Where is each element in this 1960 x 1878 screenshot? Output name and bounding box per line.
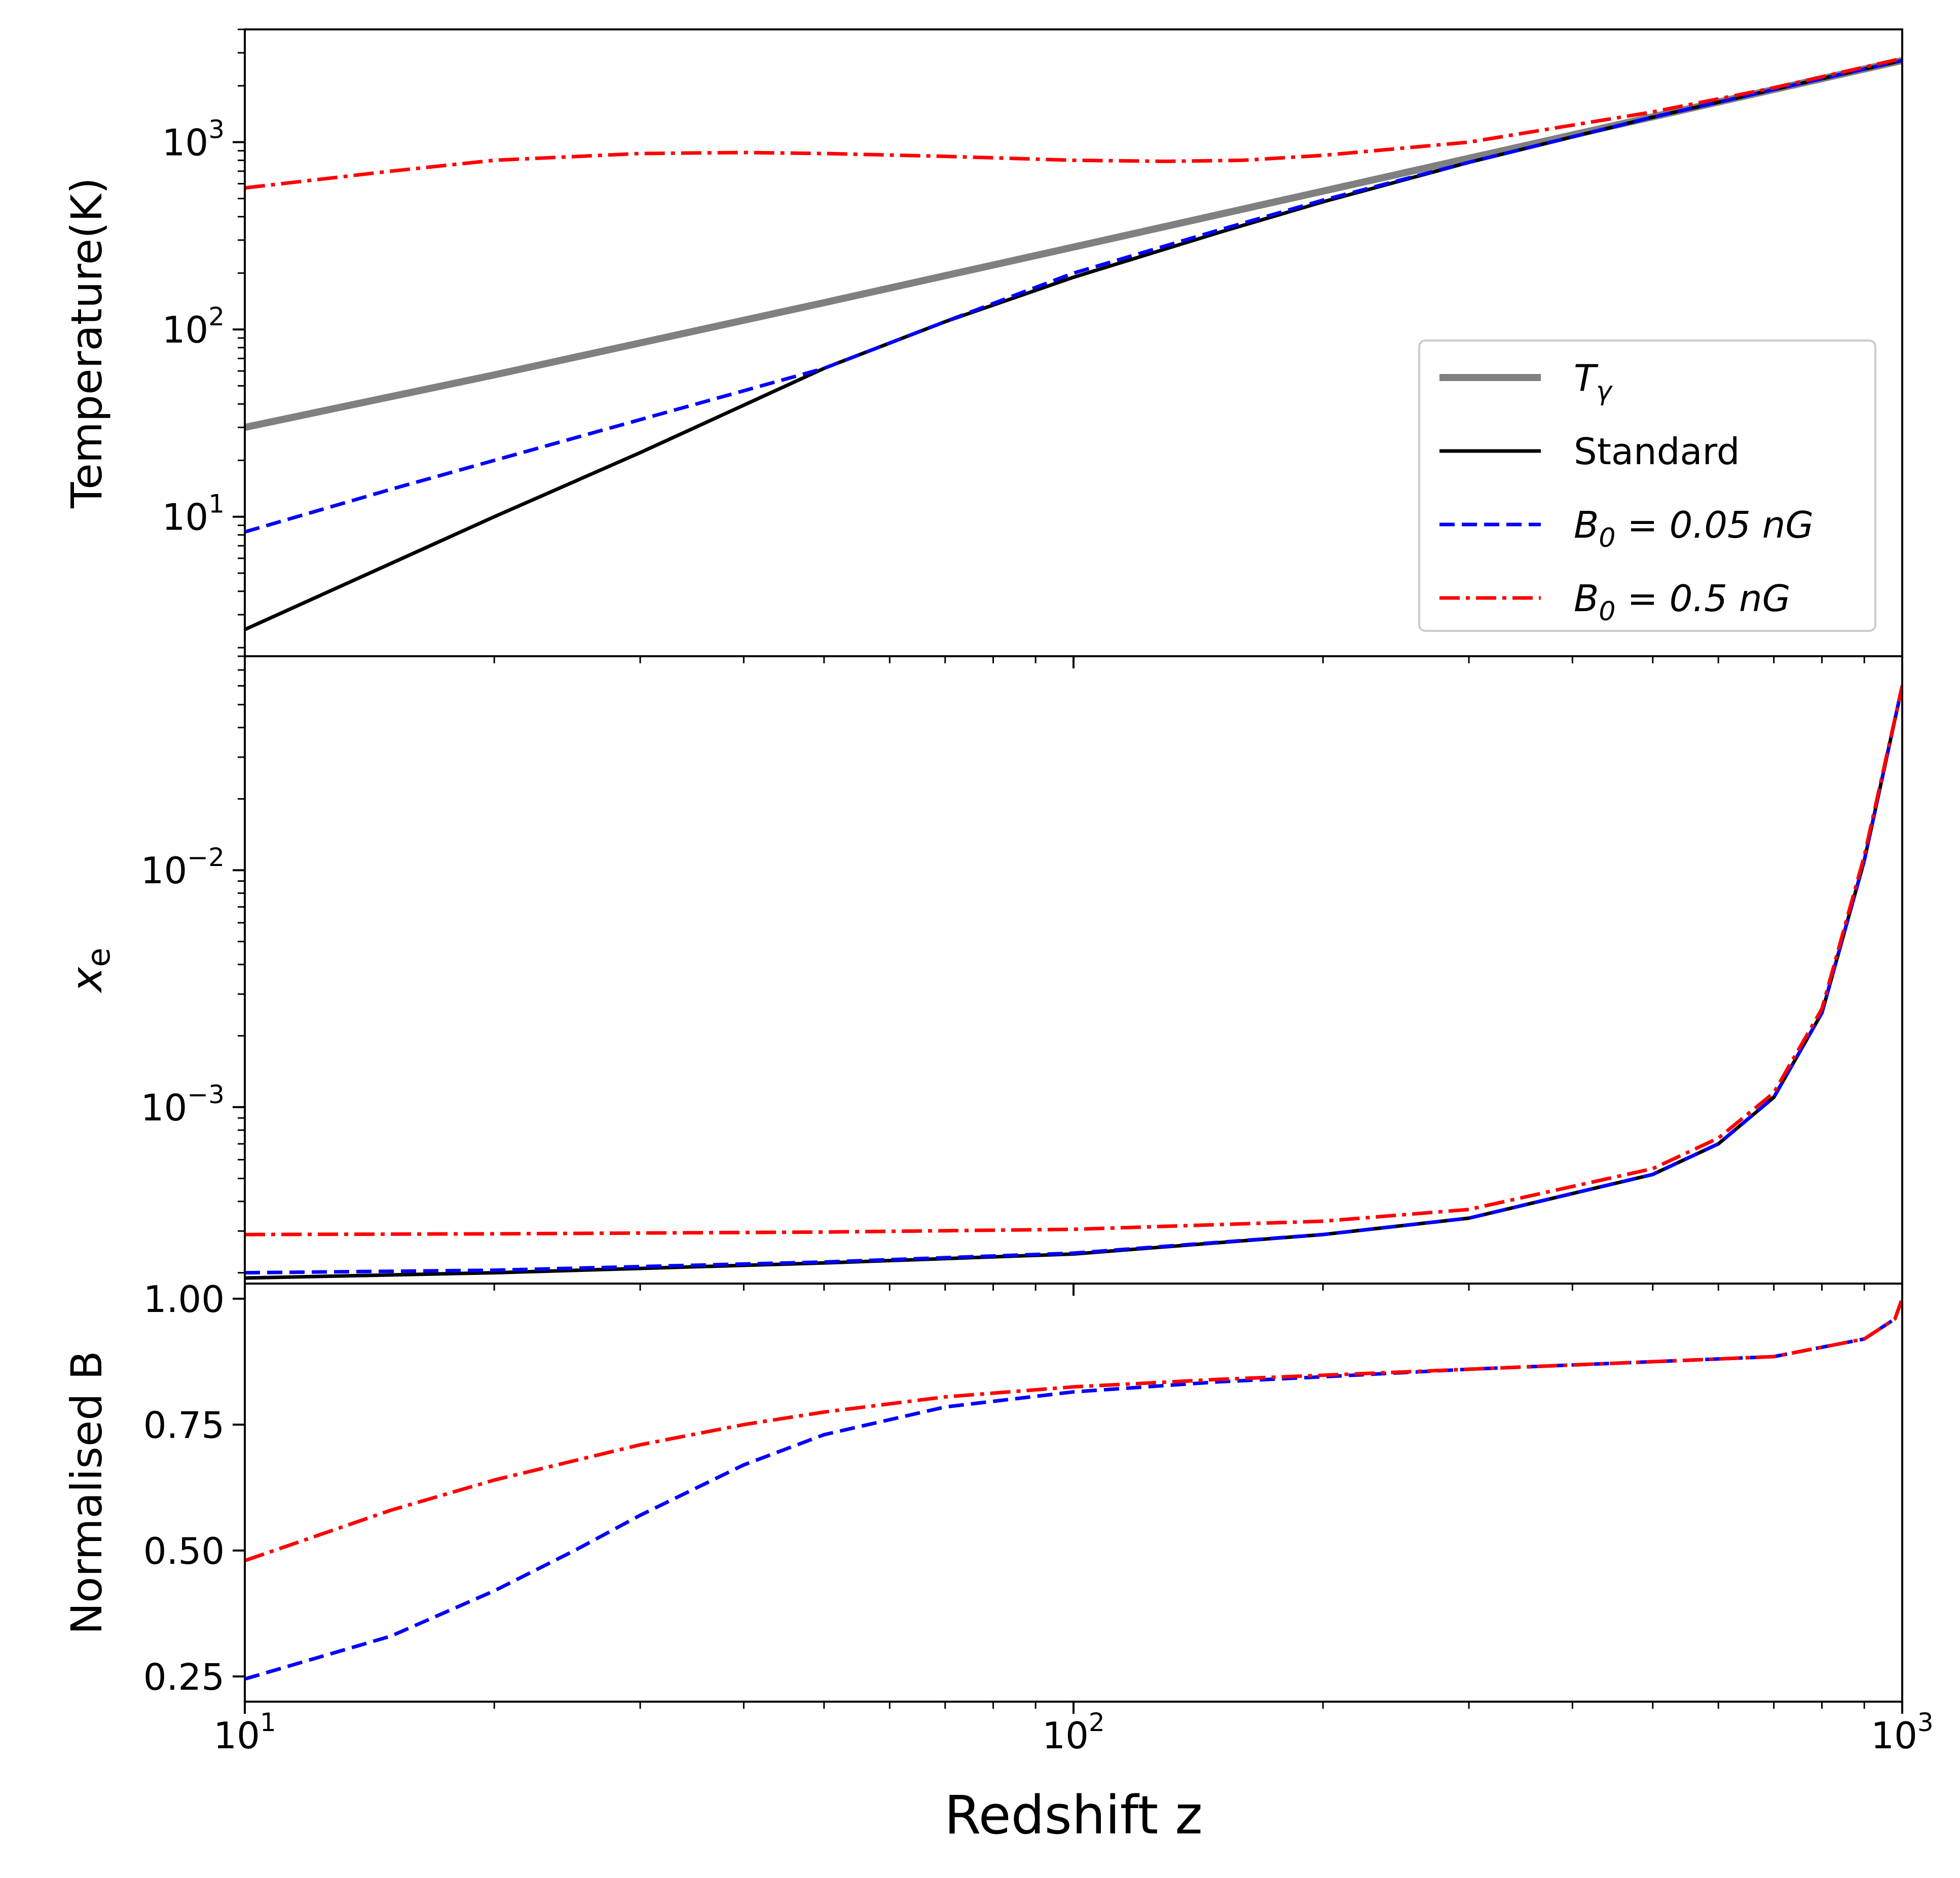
legend-box — [1418, 340, 1876, 632]
x-axis-label: Redshift z — [944, 1784, 1203, 1846]
ionization-series — [245, 685, 1902, 1280]
series-standard-temperature — [245, 58, 1902, 631]
temperature-ylabel: Temperature(K) — [62, 177, 112, 509]
legend-label-t-gamma: Tγ — [1574, 357, 1613, 406]
series-b05-temperature — [245, 56, 1902, 190]
temperature-y-ticks: 101 102 103 — [162, 28, 245, 649]
x-tick-labels: 101 102 103 — [213, 1708, 1933, 1757]
y-tick-label: 1.00 — [143, 1278, 225, 1321]
y-tick-label: 10−2 — [141, 843, 225, 892]
series-b05-magnetic — [245, 1298, 1902, 1563]
legend: Tγ Standard B0 = 0.05 nG B0 = 0.5 nG — [1418, 340, 1876, 632]
y-tick-label: 101 — [162, 490, 225, 539]
legend-entry-b005: B0 = 0.05 nG — [1439, 504, 1814, 553]
x-tick-label: 103 — [1871, 1708, 1933, 1757]
series-b05-ionization — [245, 685, 1902, 1236]
legend-label-b05: B0 = 0.5 nG — [1574, 577, 1790, 627]
y-tick-label: 103 — [162, 115, 225, 164]
legend-entry-t-gamma: Tγ — [1439, 357, 1613, 406]
magnetic-series — [245, 1298, 1902, 1681]
y-tick-label: 0.25 — [143, 1656, 225, 1698]
magnetic-x-ticks — [244, 1702, 1903, 1714]
magnetic-frame — [244, 1283, 1903, 1703]
legend-entry-b05: B0 = 0.5 nG — [1439, 577, 1790, 627]
y-tick-label: 0.75 — [143, 1404, 225, 1446]
legend-label-standard: Standard — [1574, 430, 1740, 473]
legend-entry-standard: Standard — [1439, 430, 1740, 473]
magnetic-ylabel: Normalised B — [62, 1350, 112, 1634]
legend-label-b005: B0 = 0.05 nG — [1574, 504, 1814, 553]
magnetic-y-ticks: 0.25 0.50 0.75 1.00 — [143, 1278, 245, 1698]
panel-temperature: 101 102 103 Temperature(K) Tγ Standard B0 … — [62, 28, 1903, 668]
y-tick-label: 0.50 — [143, 1530, 225, 1572]
panel-ionization: 10−3 10−2 xe — [62, 655, 1903, 1296]
temperature-series — [245, 56, 1902, 631]
ionization-y-ticks: 10−3 10−2 — [141, 655, 245, 1274]
ionization-ylabel: xe — [62, 948, 117, 994]
x-tick-label: 101 — [213, 1708, 276, 1757]
panel-magnetic: 0.25 0.50 0.75 1.00 Normalised B — [62, 1278, 1903, 1714]
series-b005-ionization — [245, 685, 1902, 1275]
series-b005-temperature — [245, 58, 1902, 534]
y-tick-label: 10−3 — [141, 1080, 225, 1129]
x-tick-label: 102 — [1042, 1708, 1104, 1757]
y-tick-label: 102 — [162, 302, 225, 351]
